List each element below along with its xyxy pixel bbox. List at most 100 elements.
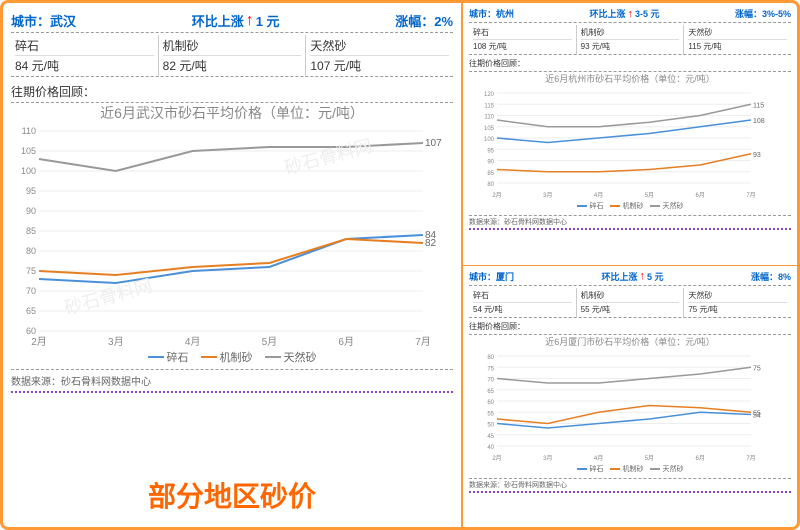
svg-text:85: 85 <box>487 171 494 177</box>
price-name: 碎石 <box>473 27 572 40</box>
svg-text:80: 80 <box>26 246 36 256</box>
svg-text:107: 107 <box>425 138 442 149</box>
svg-text:3月: 3月 <box>543 192 552 199</box>
legend-item: 碎石 <box>577 464 604 474</box>
svg-text:105: 105 <box>484 126 495 132</box>
legend-label: 碎石 <box>590 201 604 211</box>
svg-text:40: 40 <box>487 445 494 451</box>
chart-wrap: 60657075808590951001051102月3月4月5月6月7月848… <box>11 127 453 347</box>
price-name: 机制砂 <box>581 27 680 40</box>
price-value: 75 元/吨 <box>688 303 787 315</box>
svg-text:90: 90 <box>26 206 36 216</box>
dashboard-container: 城市：武汉 环比上涨 ↑ 1 元 涨幅：2% 碎石 84 元/吨 机制砂 82 … <box>0 0 800 530</box>
legend-label: 碎石 <box>590 464 604 474</box>
legend-label: 机制砂 <box>220 349 253 365</box>
svg-text:115: 115 <box>484 103 494 109</box>
legend-line-icon <box>610 468 620 470</box>
legend-label: 天然砂 <box>284 349 317 365</box>
svg-text:95: 95 <box>487 148 494 154</box>
svg-text:45: 45 <box>487 433 494 439</box>
legend-line-icon <box>650 468 660 470</box>
svg-text:60: 60 <box>487 400 494 406</box>
price-table: 碎石 54 元/吨 机制砂 55 元/吨 天然砂 75 元/吨 <box>469 288 791 318</box>
legend: 碎石 机制砂 天然砂 <box>469 201 791 211</box>
legend: 碎石 机制砂 天然砂 <box>469 464 791 474</box>
right-panel-xiamen: 城市：厦门 环比上涨 ↑ 5 元 涨幅：8% 碎石 54 元/吨 机制砂 55 … <box>463 266 797 528</box>
chart-svg: 4045505560657075802月3月4月5月6月7月545575 <box>469 352 779 462</box>
svg-text:120: 120 <box>484 92 495 98</box>
history-label: 往期价格回顾： <box>469 58 791 72</box>
legend-line-icon <box>610 205 620 207</box>
legend-item: 碎石 <box>577 201 604 211</box>
price-name: 机制砂 <box>581 290 680 303</box>
price-name: 天然砂 <box>310 37 449 56</box>
price-value: 54 元/吨 <box>473 303 572 315</box>
legend-item: 机制砂 <box>610 201 644 211</box>
svg-text:7月: 7月 <box>415 336 431 347</box>
rate-label: 涨幅：8% <box>751 270 791 283</box>
price-name: 天然砂 <box>688 290 787 303</box>
change-label: 环比上涨 <box>601 270 637 283</box>
legend-line-icon <box>650 205 660 207</box>
city-label: 城市：武汉 <box>11 11 76 30</box>
price-table: 碎石 108 元/吨 机制砂 93 元/吨 天然砂 115 元/吨 <box>469 25 791 55</box>
svg-text:4月: 4月 <box>594 455 603 462</box>
legend-label: 机制砂 <box>623 464 644 474</box>
price-value: 107 元/吨 <box>310 56 449 74</box>
rate-label: 涨幅：2% <box>395 11 453 30</box>
legend-item: 天然砂 <box>650 201 684 211</box>
chart-svg: 808590951001051101151202月3月4月5月6月7月10893… <box>469 89 779 199</box>
chart-title: 近6月武汉市砂石平均价格（单位：元/吨） <box>11 103 453 123</box>
price-col: 碎石 108 元/吨 <box>469 25 577 54</box>
price-value: 84 元/吨 <box>15 56 154 74</box>
change-label: 环比上涨 <box>192 11 244 30</box>
svg-text:75: 75 <box>487 366 494 372</box>
change-value: 5 元 <box>647 270 664 283</box>
price-table: 碎石 84 元/吨 机制砂 82 元/吨 天然砂 107 元/吨 <box>11 35 453 77</box>
header-row: 城市：武汉 环比上涨 ↑ 1 元 涨幅：2% <box>11 11 453 33</box>
price-col: 机制砂 82 元/吨 <box>159 35 307 76</box>
svg-text:55: 55 <box>753 410 761 417</box>
svg-text:65: 65 <box>487 388 494 394</box>
price-col: 机制砂 93 元/吨 <box>577 25 685 54</box>
right-column: 城市：杭州 环比上涨 ↑ 3-5 元 涨幅：3%-5% 碎石 108 元/吨 机… <box>463 3 797 527</box>
price-col: 天然砂 107 元/吨 <box>306 35 453 76</box>
chart-svg: 60657075808590951001051102月3月4月5月6月7月848… <box>11 127 451 347</box>
svg-text:75: 75 <box>26 266 36 276</box>
price-value: 55 元/吨 <box>581 303 680 315</box>
legend-item: 机制砂 <box>610 464 644 474</box>
up-arrow-icon: ↑ <box>640 270 646 282</box>
history-label: 往期价格回顾： <box>469 321 791 335</box>
svg-text:60: 60 <box>26 326 36 336</box>
legend-item: 天然砂 <box>265 349 317 365</box>
legend-line-icon <box>201 356 217 358</box>
svg-text:100: 100 <box>21 166 36 176</box>
chart-wrap: 808590951001051101151202月3月4月5月6月7月10893… <box>469 89 791 199</box>
price-col: 天然砂 115 元/吨 <box>684 25 791 54</box>
chart-title: 近6月厦门市砂石平均价格（单位：元/吨） <box>469 335 791 348</box>
svg-text:95: 95 <box>26 186 36 196</box>
svg-text:5月: 5月 <box>645 192 654 199</box>
change-value: 3-5 元 <box>635 7 660 20</box>
up-arrow-icon: ↑ <box>246 12 254 30</box>
svg-text:2月: 2月 <box>31 336 47 347</box>
legend-line-icon <box>577 468 587 470</box>
city-label: 城市：杭州 <box>469 7 514 20</box>
svg-text:108: 108 <box>753 118 765 125</box>
source-label: 数据来源：砂石骨料网数据中心 <box>469 215 791 230</box>
chart-wrap: 4045505560657075802月3月4月5月6月7月545575 <box>469 352 791 462</box>
price-value: 93 元/吨 <box>581 40 680 52</box>
up-arrow-icon: ↑ <box>628 8 634 20</box>
svg-text:80: 80 <box>487 182 494 188</box>
svg-text:6月: 6月 <box>338 336 354 347</box>
price-name: 天然砂 <box>688 27 787 40</box>
svg-text:6月: 6月 <box>696 455 705 462</box>
left-panel: 城市：武汉 环比上涨 ↑ 1 元 涨幅：2% 碎石 84 元/吨 机制砂 82 … <box>3 3 463 527</box>
price-name: 碎石 <box>473 290 572 303</box>
legend-label: 天然砂 <box>663 201 684 211</box>
price-name: 机制砂 <box>163 37 302 56</box>
svg-text:105: 105 <box>21 146 36 156</box>
legend-line-icon <box>577 205 587 207</box>
svg-text:6月: 6月 <box>696 192 705 199</box>
svg-text:115: 115 <box>753 102 764 109</box>
